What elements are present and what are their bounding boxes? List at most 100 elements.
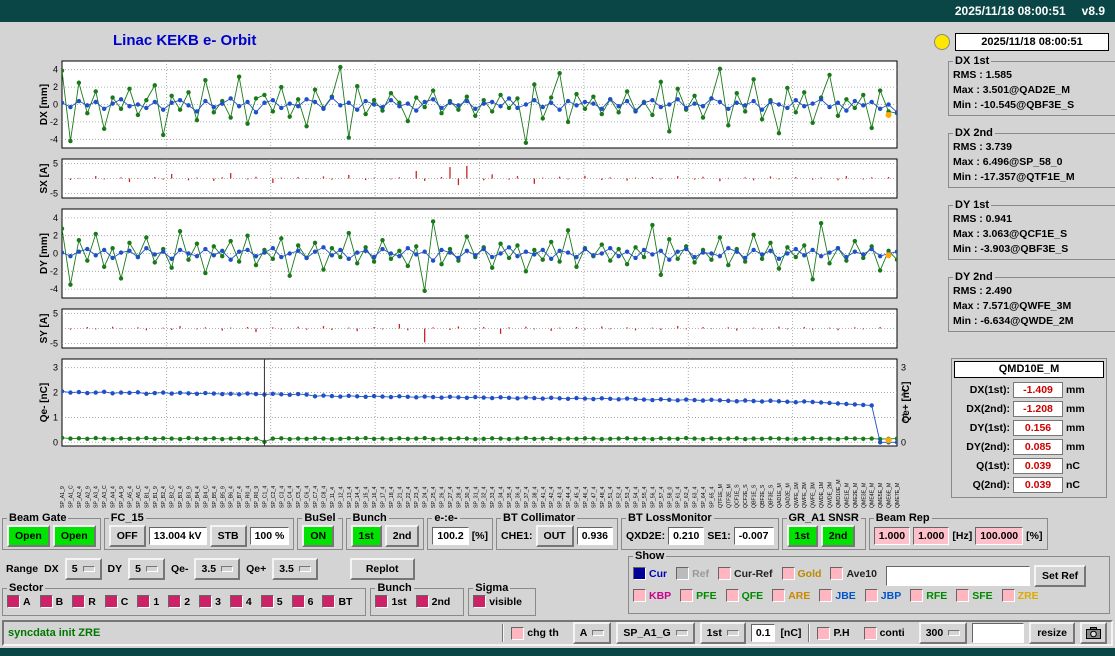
sector-checkbox-6[interactable]: 6 xyxy=(291,595,313,608)
range-qem-select[interactable]: 3.5 xyxy=(194,558,241,580)
sector-checkbox-3[interactable]: 3 xyxy=(199,595,221,608)
chg-th-checkbox[interactable]: chg th xyxy=(511,626,559,640)
show-checkbox-ave10[interactable]: Ave10 xyxy=(830,567,877,580)
sector-checkbox-b[interactable]: B xyxy=(39,595,63,608)
checkbox[interactable] xyxy=(956,589,970,602)
fc15-off-button[interactable]: OFF xyxy=(108,525,146,547)
dropdown-indicator-icon xyxy=(145,566,158,572)
checkbox[interactable] xyxy=(375,595,389,608)
checkbox[interactable] xyxy=(718,567,732,580)
checkbox[interactable] xyxy=(104,595,118,608)
sector-select[interactable]: A xyxy=(572,622,612,644)
bpm-select[interactable]: SP_A1_G xyxy=(616,622,695,644)
ph-checkbox[interactable]: P.H xyxy=(817,626,850,640)
checkbox[interactable] xyxy=(863,626,877,640)
checkbox[interactable] xyxy=(7,595,20,608)
checkbox[interactable] xyxy=(72,595,86,608)
gra1-1st-button[interactable]: 1st xyxy=(786,525,818,547)
range-dx-select[interactable]: 5 xyxy=(64,558,102,580)
set-ref-button[interactable]: Set Ref xyxy=(1034,565,1087,587)
show-checkbox-cur-ref[interactable]: Cur-Ref xyxy=(718,567,773,580)
sector-checkbox-5[interactable]: 5 xyxy=(260,595,283,608)
dropdown-indicator-icon xyxy=(948,630,961,636)
overlay-checkbox-qfe[interactable]: QFE xyxy=(725,589,763,602)
checkbox[interactable] xyxy=(199,595,213,608)
svg-text:3: 3 xyxy=(901,363,906,373)
checkbox[interactable] xyxy=(229,595,243,608)
overlay-checkbox-jbe[interactable]: JBE xyxy=(819,589,856,602)
checkbox[interactable] xyxy=(39,595,53,608)
checkbox[interactable] xyxy=(473,595,487,608)
sector-checkbox-2[interactable]: 2 xyxy=(168,595,190,608)
checkbox[interactable] xyxy=(511,626,525,640)
bunch-checkbox-2nd[interactable]: 2nd xyxy=(415,595,450,608)
ref-name-input[interactable] xyxy=(886,566,1030,586)
checkbox[interactable] xyxy=(633,589,646,602)
bunch-1st-button[interactable]: 1st xyxy=(350,525,382,547)
checkbox[interactable] xyxy=(864,589,878,602)
sector-checkbox-r[interactable]: R xyxy=(72,595,96,608)
gra1-2nd-button[interactable]: 2nd xyxy=(820,525,856,547)
overlay-checkbox-pfe[interactable]: PFE xyxy=(680,589,717,602)
overlay-checkbox-rfe[interactable]: RFE xyxy=(910,589,947,602)
svg-text:QTF1E_M: QTF1E_M xyxy=(718,484,724,508)
checkbox[interactable] xyxy=(415,595,429,608)
overlay-checkbox-zre[interactable]: ZRE xyxy=(1001,589,1039,602)
resize-button[interactable]: resize xyxy=(1029,622,1075,644)
statusbar-input[interactable] xyxy=(972,623,1025,643)
range-dy-select[interactable]: 5 xyxy=(128,558,165,580)
checkbox[interactable] xyxy=(676,567,690,580)
conti-checkbox[interactable]: conti xyxy=(863,626,905,640)
bunch-2nd-button[interactable]: 2nd xyxy=(384,525,420,547)
sector-checkbox-bt[interactable]: BT xyxy=(322,595,352,608)
separator xyxy=(808,624,811,642)
checkbox[interactable] xyxy=(772,589,786,602)
beam-gate-open-button-1[interactable]: Open xyxy=(7,525,50,547)
checkbox[interactable] xyxy=(781,567,795,580)
svg-text:SP_A2_9: SP_A2_9 xyxy=(85,486,91,508)
checkbox[interactable] xyxy=(817,626,831,640)
range-qep-select[interactable]: 3.5 xyxy=(272,558,318,580)
checkbox[interactable] xyxy=(322,595,336,608)
checkbox[interactable] xyxy=(137,595,151,608)
svg-text:SP_B4_4: SP_B4_4 xyxy=(195,486,201,508)
stats-dy-2nd: DY 2nd RMS : 2.490 Max : 7.571@QWFE_3M M… xyxy=(948,271,1115,332)
bunch-select[interactable]: 1st xyxy=(699,622,746,644)
svg-text:SP_21_4: SP_21_4 xyxy=(397,487,403,508)
snapshot-button[interactable] xyxy=(1080,622,1107,644)
status-lamp xyxy=(934,34,950,50)
busel-on-button[interactable]: ON xyxy=(302,525,335,547)
che1-out-button[interactable]: OUT xyxy=(535,525,574,547)
checkbox[interactable] xyxy=(725,589,739,602)
checkbox[interactable] xyxy=(168,595,182,608)
replot-button[interactable]: Replot xyxy=(349,558,415,580)
sector-checkbox-a[interactable]: A xyxy=(7,595,31,608)
sigma-checkbox-visible[interactable]: visible xyxy=(473,595,522,608)
checkbox[interactable] xyxy=(910,589,924,602)
sector-checkbox-c[interactable]: C xyxy=(104,595,128,608)
overlay-checkbox-kbp[interactable]: KBP xyxy=(633,589,671,602)
svg-text:SP_37_4: SP_37_4 xyxy=(524,487,530,508)
checkbox[interactable] xyxy=(680,589,694,602)
svg-text:SP_43_4: SP_43_4 xyxy=(558,487,564,508)
overlay-checkbox-jbp[interactable]: JBP xyxy=(864,589,901,602)
title-bar-version: v8.9 xyxy=(1081,4,1105,18)
checkbox[interactable] xyxy=(291,595,305,608)
checkbox[interactable] xyxy=(830,567,844,580)
fc15-stb-button[interactable]: STB xyxy=(209,525,247,547)
checkbox[interactable] xyxy=(260,595,274,608)
show-checkbox-ref[interactable]: Ref xyxy=(676,567,709,580)
overlay-checkbox-sfe[interactable]: SFE xyxy=(956,589,993,602)
sector-checkbox-4[interactable]: 4 xyxy=(229,595,252,608)
checkbox[interactable] xyxy=(1001,589,1015,602)
interval-select[interactable]: 300 xyxy=(918,622,968,644)
checkbox[interactable] xyxy=(819,589,833,602)
show-checkbox-gold[interactable]: Gold xyxy=(781,567,821,580)
show-checkbox-cur[interactable]: Cur xyxy=(633,567,667,580)
checkbox[interactable] xyxy=(633,567,646,580)
bunch-checkbox-1st[interactable]: 1st xyxy=(375,595,407,608)
svg-text:QWDE_1M: QWDE_1M xyxy=(819,482,825,508)
beam-gate-open-button-2[interactable]: Open xyxy=(52,525,96,547)
overlay-checkbox-are[interactable]: ARE xyxy=(772,589,810,602)
sector-checkbox-1[interactable]: 1 xyxy=(137,595,159,608)
